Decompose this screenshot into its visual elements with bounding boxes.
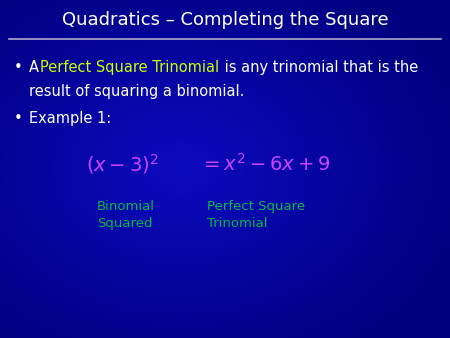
Text: Trinomial: Trinomial bbox=[207, 217, 267, 230]
Text: Perfect Square Trinomial: Perfect Square Trinomial bbox=[40, 60, 220, 75]
Text: $=x^{2}-6x+9$: $=x^{2}-6x+9$ bbox=[200, 153, 331, 175]
Text: Binomial: Binomial bbox=[97, 200, 155, 213]
Text: A: A bbox=[29, 60, 44, 75]
Text: Quadratics – Completing the Square: Quadratics – Completing the Square bbox=[62, 11, 388, 29]
Text: result of squaring a binomial.: result of squaring a binomial. bbox=[29, 84, 245, 99]
Text: •: • bbox=[14, 60, 22, 75]
Text: Squared: Squared bbox=[97, 217, 152, 230]
Text: •: • bbox=[14, 112, 22, 126]
Text: $\left(x-3\right)^{2}$: $\left(x-3\right)^{2}$ bbox=[86, 152, 158, 176]
Text: is any trinomial that is the: is any trinomial that is the bbox=[220, 60, 419, 75]
Text: Perfect Square: Perfect Square bbox=[207, 200, 305, 213]
Text: Example 1:: Example 1: bbox=[29, 112, 112, 126]
